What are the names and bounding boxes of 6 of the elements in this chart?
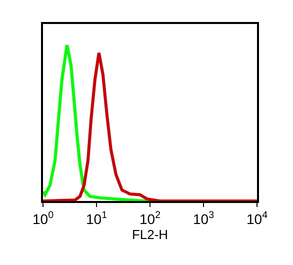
x-axis-title: FL2-H: [132, 226, 168, 242]
x-tick-label: 10$^{3}$: [192, 210, 215, 227]
x-tick-label: 10$^{0}$: [32, 210, 54, 227]
x-tick-label: 10$^{4}$: [246, 210, 268, 227]
x-tick-label: 10$^{2}$: [139, 210, 161, 227]
x-tick-label: 10$^{1}$: [86, 210, 108, 227]
